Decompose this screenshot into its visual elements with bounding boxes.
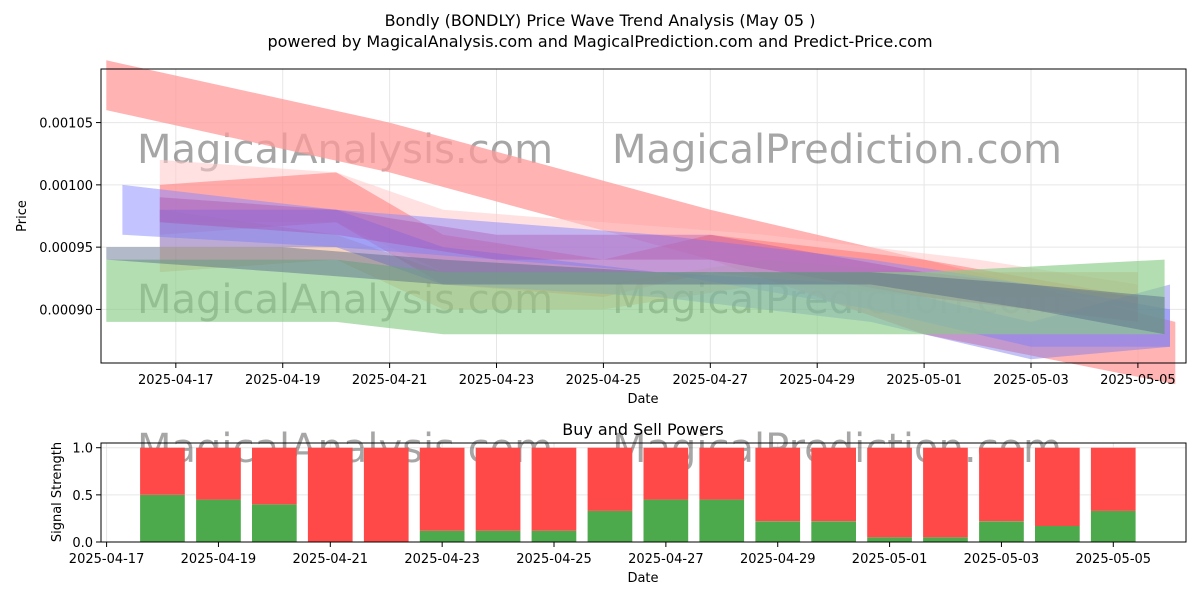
watermark-prediction: MagicalPrediction.com: [612, 127, 1062, 173]
sell-bar: [979, 447, 1024, 522]
sell-bar: [755, 447, 801, 522]
power-x-tick-label: 2025-05-03: [964, 552, 1040, 567]
price-x-tick-label: 2025-04-29: [779, 373, 855, 388]
sell-bar: [587, 447, 633, 511]
sell-bar: [363, 447, 409, 542]
price-x-tick-label: 2025-04-21: [352, 373, 428, 388]
price-x-tick-label: 2025-04-27: [673, 373, 749, 388]
buy-bar: [475, 530, 521, 542]
price-y-ticks: 0.00090 0.00095 0.00100 0.00105: [39, 117, 101, 318]
buy-bar: [923, 537, 968, 542]
price-x-tick-label: 2025-05-03: [993, 373, 1069, 388]
price-x-tick-label: 2025-05-05: [1100, 373, 1176, 388]
figure-subtitle: powered by MagicalAnalysis.com and Magic…: [267, 32, 932, 51]
power-chart-title: Buy and Sell Powers: [562, 420, 724, 439]
power-y-tick-label: 0.5: [72, 489, 93, 504]
price-y-tick-label: 0.00095: [39, 241, 93, 256]
price-y-tick-label: 0.00100: [39, 179, 93, 194]
buy-bar: [755, 521, 801, 542]
power-chart: Buy and Sell Powers MagicalAnalysis.com …: [50, 420, 1187, 586]
buy-bar: [140, 494, 185, 542]
sell-bar: [811, 447, 856, 522]
buy-bar: [1035, 526, 1080, 542]
sell-bar: [419, 447, 465, 531]
sell-bar: [531, 447, 577, 531]
buy-bar: [419, 530, 465, 542]
price-x-tick-label: 2025-04-19: [245, 373, 321, 388]
price-x-ticks: 2025-04-17 2025-04-19 2025-04-21 2025-04-23…: [138, 363, 1176, 388]
buy-bar: [811, 521, 856, 542]
power-plot-border: [100, 442, 1187, 543]
power-x-tick-label: 2025-04-27: [628, 552, 704, 567]
power-x-tick-label: 2025-04-25: [516, 552, 592, 567]
price-y-tick-label: 0.00105: [39, 117, 93, 132]
power-y-axis-label: Signal Strength: [50, 442, 65, 542]
power-y-ticks: 0.0 0.5 1.0: [72, 442, 101, 551]
price-plot-border: [100, 68, 1187, 364]
buy-bar: [1090, 510, 1136, 542]
sell-bar: [867, 447, 912, 538]
price-chart: MagicalAnalysis.com MagicalPrediction.co…: [15, 60, 1187, 407]
power-x-tick-label: 2025-04-17: [69, 552, 145, 567]
buy-bar: [643, 499, 689, 542]
power-x-tick-label: 2025-04-29: [740, 552, 816, 567]
power-y-tick-label: 1.0: [72, 442, 93, 457]
sell-bar: [252, 447, 297, 505]
power-x-ticks: 2025-04-17 2025-04-19 2025-04-21 2025-04-23…: [69, 542, 1151, 567]
price-bands: [106, 60, 1176, 385]
price-band-8: [106, 259, 1165, 335]
power-x-tick-label: 2025-04-21: [293, 552, 369, 567]
price-y-axis-label: Price: [15, 200, 30, 232]
power-x-tick-label: 2025-05-01: [852, 552, 928, 567]
price-x-tick-label: 2025-04-17: [138, 373, 214, 388]
sell-bar: [196, 447, 241, 500]
power-x-tick-label: 2025-05-05: [1076, 552, 1152, 567]
price-y-tick-label: 0.00090: [39, 303, 93, 318]
power-y-tick-label: 0.0: [72, 536, 93, 551]
sell-bar: [643, 447, 689, 500]
price-x-tick-label: 2025-05-01: [886, 373, 962, 388]
price-x-tick-label: 2025-04-23: [459, 373, 535, 388]
figure-title: Bondly (BONDLY) Price Wave Trend Analysi…: [385, 11, 816, 30]
price-x-axis-label: Date: [627, 392, 658, 407]
buy-bar: [252, 504, 297, 542]
sell-bar: [1035, 447, 1080, 526]
sell-bar: [307, 447, 353, 542]
buy-bar: [979, 521, 1024, 542]
power-bars: [140, 447, 1136, 542]
power-x-axis-label: Date: [627, 571, 658, 586]
sell-bar: [475, 447, 521, 531]
sell-bar: [923, 447, 968, 538]
buy-bar: [587, 510, 633, 542]
price-band-9: [106, 247, 1165, 335]
sell-bar: [1090, 447, 1136, 511]
buy-bar: [699, 499, 745, 542]
power-x-tick-label: 2025-04-19: [181, 552, 257, 567]
sell-bar: [140, 447, 185, 495]
buy-bar: [531, 530, 577, 542]
power-x-tick-label: 2025-04-23: [404, 552, 480, 567]
price-x-tick-label: 2025-04-25: [566, 373, 642, 388]
buy-bar: [867, 537, 912, 542]
sell-bar: [699, 447, 745, 500]
buy-bar: [196, 499, 241, 542]
